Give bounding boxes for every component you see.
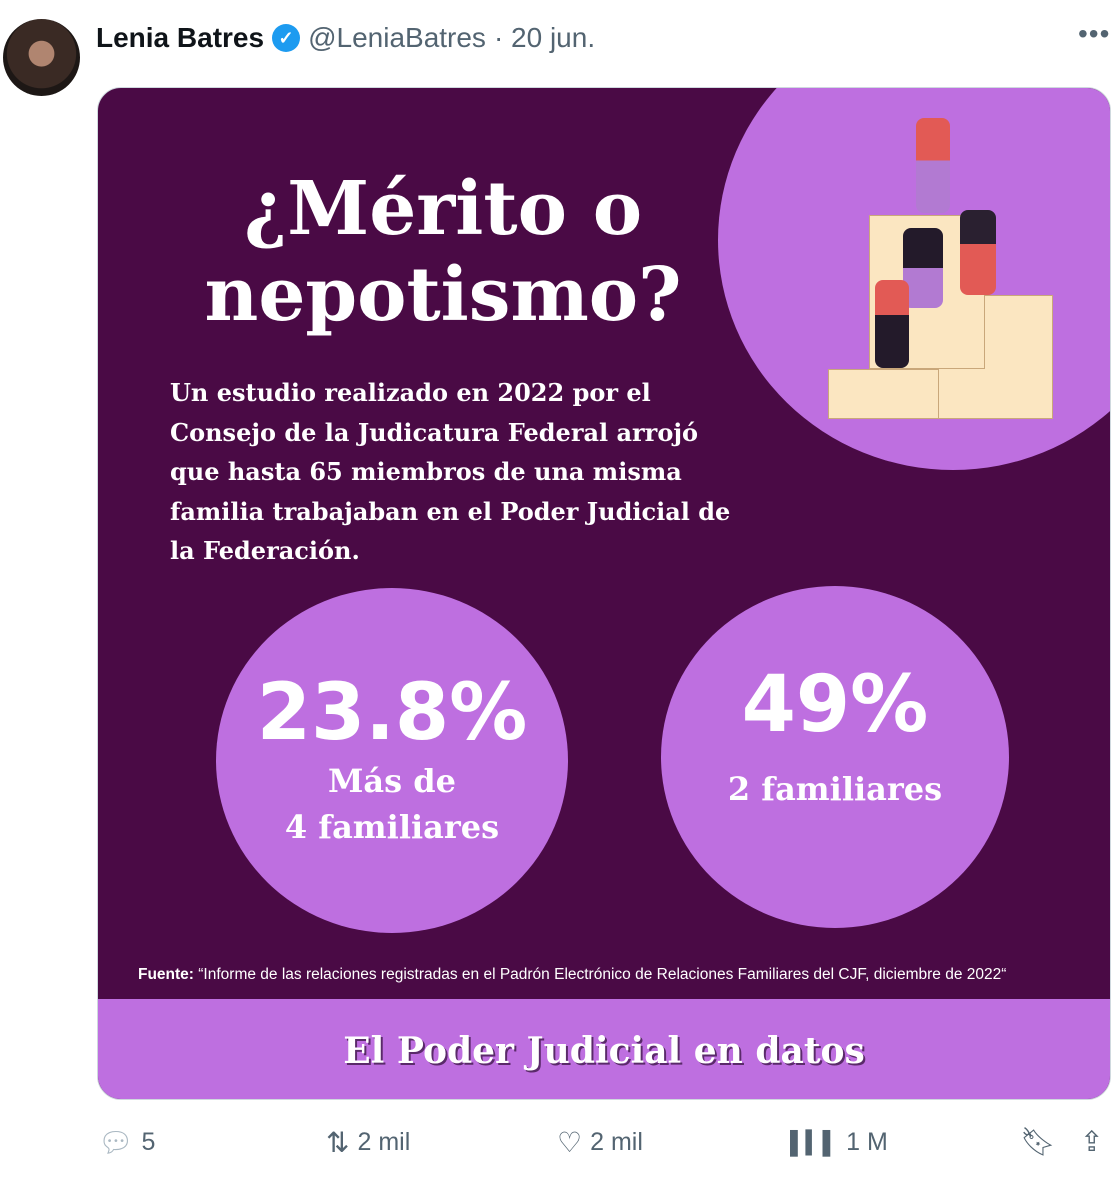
study-description: Un estudio realizado en 2022 por el Cons… [170,378,731,565]
share-button[interactable]: ⇪ [1080,1128,1103,1156]
headline: ¿Mérito o nepotismo? [158,166,728,338]
stat-label: 2 familiares [727,770,943,808]
reply-button[interactable]: 💬︎ 5 [98,1128,155,1157]
stat-circle-2: 49% 2 familiares [661,586,1009,928]
view-count: 1 M [846,1128,888,1156]
views-button[interactable]: ▌▍▌ 1 M [790,1128,888,1157]
share-icon: ⇪ [1080,1126,1104,1157]
like-count: 2 mil [590,1128,643,1156]
author-handle[interactable]: @LeniaBatres [308,22,486,53]
reply-icon: 💬︎ [98,1126,134,1158]
headline-line-1: ¿Mérito o [243,166,643,252]
tweet-header: Lenia Batres ✓ @LeniaBatres · 20 jun. [96,22,595,54]
stat-circle-1: 23.8% Más de 4 familiares [216,588,568,933]
source-note: Fuente: “Informe de las relaciones regis… [138,966,1006,984]
tweet-date[interactable]: · 20 jun. [493,22,596,53]
bookmark-icon: 🔖︎ [1020,1126,1056,1157]
reply-count: 5 [141,1128,156,1156]
tweet-image[interactable]: ¿Mérito o nepotismo? Un estudio realizado… [97,87,1111,1100]
tweet-actions: 💬︎ 5 ⇅ 2 mil ♡ 2 mil ▌▍▌ 1 M 🔖︎ ⇪ [0,1128,1120,1168]
like-button[interactable]: ♡ 2 mil [557,1128,643,1157]
retweet-count: 2 mil [357,1128,411,1156]
stat-value: 23.8% [256,668,528,758]
bookmark-button[interactable]: 🔖︎ [1020,1128,1056,1156]
retweet-button[interactable]: ⇅ 2 mil [326,1128,410,1157]
stat-label: Más de [327,762,457,800]
headline-line-2: nepotismo? [204,252,682,338]
views-icon: ▌▍▌ [790,1129,839,1155]
retweet-icon: ⇅ [326,1126,350,1158]
source-label: Fuente: [138,966,194,983]
heart-icon: ♡ [557,1126,583,1158]
stat-value: 49% [741,660,929,750]
more-options-icon[interactable]: ••• [1078,18,1111,49]
footer-band: El Poder Judicial en datos [98,999,1110,1099]
verified-badge-icon: ✓ [272,24,301,52]
source-text: “Informe de las relaciones registradas e… [193,966,1007,983]
author-name[interactable]: Lenia Batres [96,22,265,53]
avatar[interactable] [3,19,80,96]
stat-label: 4 familiares [284,808,500,846]
